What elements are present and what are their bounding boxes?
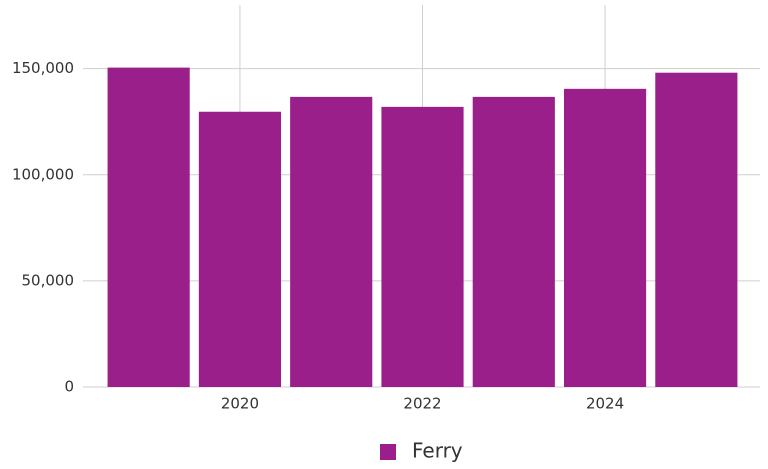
y-tick-label: 50,000 — [22, 271, 75, 289]
bar — [381, 106, 464, 387]
bar — [472, 96, 555, 388]
x-tick-label: 2024 — [586, 395, 624, 413]
x-tick-label: 2022 — [403, 395, 441, 413]
bar — [107, 67, 190, 387]
y-tick-label: 0 — [64, 378, 74, 396]
y-tick-label: 150,000 — [12, 59, 74, 77]
y-tick-label: 100,000 — [12, 165, 74, 183]
bar — [290, 96, 373, 388]
x-tick-label: 2020 — [221, 395, 259, 413]
legend-label: Ferry — [412, 439, 463, 463]
legend-swatch — [380, 444, 396, 460]
bar — [198, 111, 282, 388]
bar — [563, 88, 647, 388]
bar — [655, 72, 738, 388]
